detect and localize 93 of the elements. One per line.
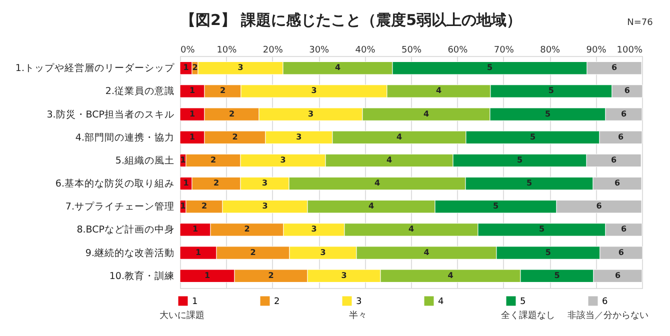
y-tick-label: 5.組織の風土 <box>115 154 174 166</box>
text: 2 <box>213 178 220 188</box>
legend-label: 2 <box>274 297 280 307</box>
y-tick-label: 8.BCPなど計画の中身 <box>76 224 174 236</box>
text: 3 <box>341 270 347 280</box>
text: 6 <box>618 132 624 142</box>
text: 6 <box>620 224 627 234</box>
text: 2 <box>228 109 235 118</box>
text: 6 <box>620 109 627 118</box>
text: 1 <box>183 178 189 188</box>
legend-label: 4 <box>438 297 444 307</box>
x-tick-label: 90% <box>586 46 607 56</box>
text: 2 <box>201 202 208 211</box>
text: 1 <box>180 155 186 164</box>
text: 5 <box>554 270 560 280</box>
text: 4 <box>368 202 374 211</box>
text: 3 <box>280 155 286 164</box>
x-tick-label: 20% <box>262 46 284 56</box>
y-tick-label: 1.トップや経営層のリーダーシップ <box>15 62 176 74</box>
y-tick-label: 10.教育・訓練 <box>109 270 174 282</box>
legend-label: 6 <box>602 297 608 307</box>
text: 3 <box>238 63 244 72</box>
text: 2 <box>192 63 198 72</box>
text: 1 <box>183 63 189 72</box>
text: 大いに課題 <box>160 310 204 321</box>
text: 5 <box>530 132 536 142</box>
text: N=76 <box>627 18 654 28</box>
text: 1 <box>189 86 196 96</box>
text: 6 <box>618 248 624 257</box>
text: 5 <box>526 178 532 188</box>
text: 4 <box>436 86 442 96</box>
legend-label: 5 <box>520 297 526 307</box>
text: 4 <box>423 109 430 118</box>
text: 1 <box>189 132 196 142</box>
x-tick-label: 50% <box>401 46 422 56</box>
text: 2 <box>210 155 216 164</box>
text: 5 <box>492 202 499 211</box>
text: 全く課題なし <box>501 310 555 321</box>
text: 4 <box>396 132 402 142</box>
text: 5 <box>517 155 523 164</box>
text: 3 <box>308 109 314 118</box>
y-tick-label: 2.従業員の意識 <box>105 85 174 98</box>
text: 6 <box>614 178 620 188</box>
legend-label: 3 <box>356 297 362 307</box>
text: 1 <box>180 202 186 211</box>
x-tick-label: 100% <box>616 46 643 56</box>
x-tick-label: 70% <box>494 46 514 56</box>
y-tick-label: 6.基本的な防災の取り組み <box>55 178 174 190</box>
x-tick-label: 80% <box>540 46 561 56</box>
x-tick-label: 40% <box>355 46 376 56</box>
text: 3 <box>296 132 302 142</box>
text: 2 <box>232 132 238 142</box>
y-tick-label: 3.防災・BCP担当者のスキル <box>46 108 174 120</box>
text: 5 <box>548 86 554 96</box>
text: 6 <box>611 63 618 72</box>
chart-title: 【図2】 課題に感じたこと（震度5弱以上の地域） <box>180 11 522 29</box>
text: 5 <box>486 63 493 72</box>
text: 2 <box>244 224 250 234</box>
text: 5 <box>538 224 545 234</box>
text: 4 <box>424 248 430 257</box>
text: 4 <box>386 155 392 164</box>
text: 4 <box>448 270 454 280</box>
text: 3 <box>311 224 317 234</box>
text: 半々 <box>349 310 367 321</box>
text: 3 <box>262 202 268 211</box>
text: 4 <box>408 224 414 234</box>
text: 3 <box>320 248 326 257</box>
text: 5 <box>544 109 551 118</box>
y-tick-label: 7.サプライチェーン管理 <box>65 200 174 213</box>
text: 6 <box>596 202 602 211</box>
text: 2 <box>220 86 226 96</box>
y-tick-label: 4.部門間の連携・協力 <box>75 131 174 144</box>
text: 6 <box>624 86 630 96</box>
text: 2 <box>268 270 274 280</box>
x-tick-label: 60% <box>448 46 468 56</box>
x-tick-label: 30% <box>309 46 330 56</box>
legend-label: 1 <box>192 297 198 307</box>
text: 4 <box>374 178 380 188</box>
x-tick-label: 10% <box>216 46 238 56</box>
text: 3 <box>262 178 268 188</box>
text: 3 <box>311 86 317 96</box>
y-tick-label: 9.継続的な改善活動 <box>85 246 174 259</box>
text: 6 <box>614 270 621 280</box>
text: 非該当／分からない <box>568 310 648 321</box>
text: 6 <box>611 155 617 164</box>
text: 5 <box>545 248 552 257</box>
text: 1 <box>189 109 196 118</box>
text: 4 <box>334 63 341 72</box>
text: 1 <box>192 224 198 234</box>
text: 2 <box>250 248 256 257</box>
text: 1 <box>204 270 210 280</box>
x-tick-label: 0% <box>180 46 196 56</box>
text: 1 <box>195 248 202 257</box>
